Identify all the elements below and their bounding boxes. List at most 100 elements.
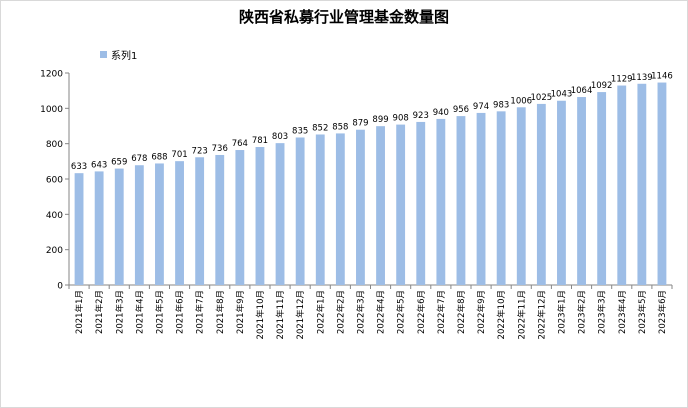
data-label: 723 <box>192 146 208 156</box>
data-label: 908 <box>393 114 409 124</box>
bar <box>637 83 647 285</box>
data-label: 940 <box>433 108 449 118</box>
y-tick-label: 400 <box>46 211 63 221</box>
y-tick-label: 1200 <box>40 70 63 80</box>
bar <box>396 124 406 285</box>
x-tick-label: 2023年1月 <box>556 290 567 334</box>
x-tick-label: 2021年8月 <box>215 290 226 334</box>
bar <box>114 168 124 285</box>
x-tick-label: 2021年9月 <box>235 290 246 334</box>
y-tick-label: 1000 <box>40 105 63 115</box>
legend-label: 系列1 <box>111 50 138 62</box>
y-tick-label: 0 <box>57 282 63 292</box>
bar <box>74 173 84 285</box>
data-label: 1025 <box>531 93 553 103</box>
x-tick-label: 2023年2月 <box>577 290 588 334</box>
bar <box>134 165 144 285</box>
x-tick-label: 2022年3月 <box>355 290 366 334</box>
bar <box>536 103 546 286</box>
x-tick-label: 2021年7月 <box>195 290 206 334</box>
y-tick-label: 200 <box>46 246 63 256</box>
data-label: 1064 <box>571 86 593 96</box>
chart-title: 陕西省私募行业管理基金数量图 <box>238 8 449 26</box>
data-label: 923 <box>413 111 429 121</box>
bar <box>657 82 667 285</box>
data-label: 1092 <box>591 81 613 91</box>
bar <box>617 85 627 285</box>
x-tick-label: 2022年5月 <box>396 290 407 334</box>
bar <box>275 143 285 285</box>
data-label: 643 <box>91 160 107 170</box>
x-tick-label: 2021年12月 <box>295 290 306 339</box>
bar <box>335 133 345 285</box>
bar <box>577 97 586 285</box>
x-tick-label: 2022年4月 <box>376 290 387 334</box>
bar <box>94 171 104 285</box>
x-tick-label: 2022年7月 <box>436 290 447 334</box>
x-tick-label: 2022年8月 <box>456 290 467 334</box>
data-label: 701 <box>171 150 187 160</box>
bar <box>557 100 566 285</box>
x-tick-label: 2023年3月 <box>597 290 608 334</box>
x-tick-label: 2021年5月 <box>154 290 165 334</box>
data-label: 983 <box>493 100 509 110</box>
x-tick-label: 2021年2月 <box>94 290 105 334</box>
data-label: 688 <box>151 152 167 162</box>
bar <box>496 111 506 285</box>
x-tick-label: 2023年4月 <box>617 290 628 334</box>
bar <box>597 92 607 285</box>
x-tick-label: 2022年6月 <box>416 290 427 334</box>
bar <box>376 126 385 285</box>
bar <box>436 118 446 285</box>
legend-swatch <box>100 50 107 58</box>
data-label: 1139 <box>631 73 653 83</box>
x-tick-label: 2022年11月 <box>516 290 527 339</box>
bar <box>195 157 205 285</box>
bar <box>235 150 245 285</box>
bar <box>155 163 164 285</box>
data-label: 974 <box>473 102 489 112</box>
x-tick-label: 2021年3月 <box>114 290 125 334</box>
x-tick-label: 2022年1月 <box>315 290 326 334</box>
data-label: 899 <box>372 115 388 125</box>
bar <box>315 134 325 285</box>
data-label: 781 <box>252 136 268 146</box>
bar <box>516 107 526 285</box>
x-tick-label: 2021年6月 <box>175 290 186 334</box>
bar <box>215 154 225 285</box>
x-tick-label: 2022年2月 <box>335 290 346 334</box>
x-tick-label: 2023年6月 <box>657 290 668 334</box>
x-tick-label: 2022年12月 <box>536 290 547 339</box>
y-tick-label: 600 <box>46 176 63 186</box>
bar <box>356 129 365 285</box>
y-tick-label: 800 <box>46 140 63 150</box>
x-tick-label: 2021年4月 <box>134 290 145 334</box>
bar <box>255 147 265 285</box>
x-tick-label: 2021年10月 <box>255 290 266 339</box>
bar <box>476 112 486 285</box>
data-label: 956 <box>453 105 469 115</box>
bar <box>175 161 184 285</box>
x-tick-label: 2022年10月 <box>496 290 507 339</box>
data-label: 1129 <box>611 75 633 85</box>
data-label: 1146 <box>651 72 673 82</box>
x-tick-label: 2023年5月 <box>637 290 648 334</box>
data-label: 803 <box>272 132 288 142</box>
x-tick-label: 2021年11月 <box>275 290 286 339</box>
x-tick-label: 2022年9月 <box>476 290 487 334</box>
data-label: 764 <box>232 139 248 149</box>
data-label: 879 <box>352 119 368 129</box>
x-tick-label: 2021年1月 <box>74 290 85 334</box>
data-label: 835 <box>292 126 308 136</box>
bar <box>295 137 305 285</box>
data-label: 852 <box>312 123 328 133</box>
legend: 系列1 <box>100 47 138 62</box>
data-label: 858 <box>332 122 348 132</box>
data-label: 1043 <box>551 90 573 100</box>
data-label: 1006 <box>510 96 532 106</box>
data-label: 678 <box>131 154 147 164</box>
bar <box>416 121 426 285</box>
bar <box>456 116 466 286</box>
data-label: 633 <box>71 162 87 172</box>
data-label: 736 <box>212 144 228 154</box>
